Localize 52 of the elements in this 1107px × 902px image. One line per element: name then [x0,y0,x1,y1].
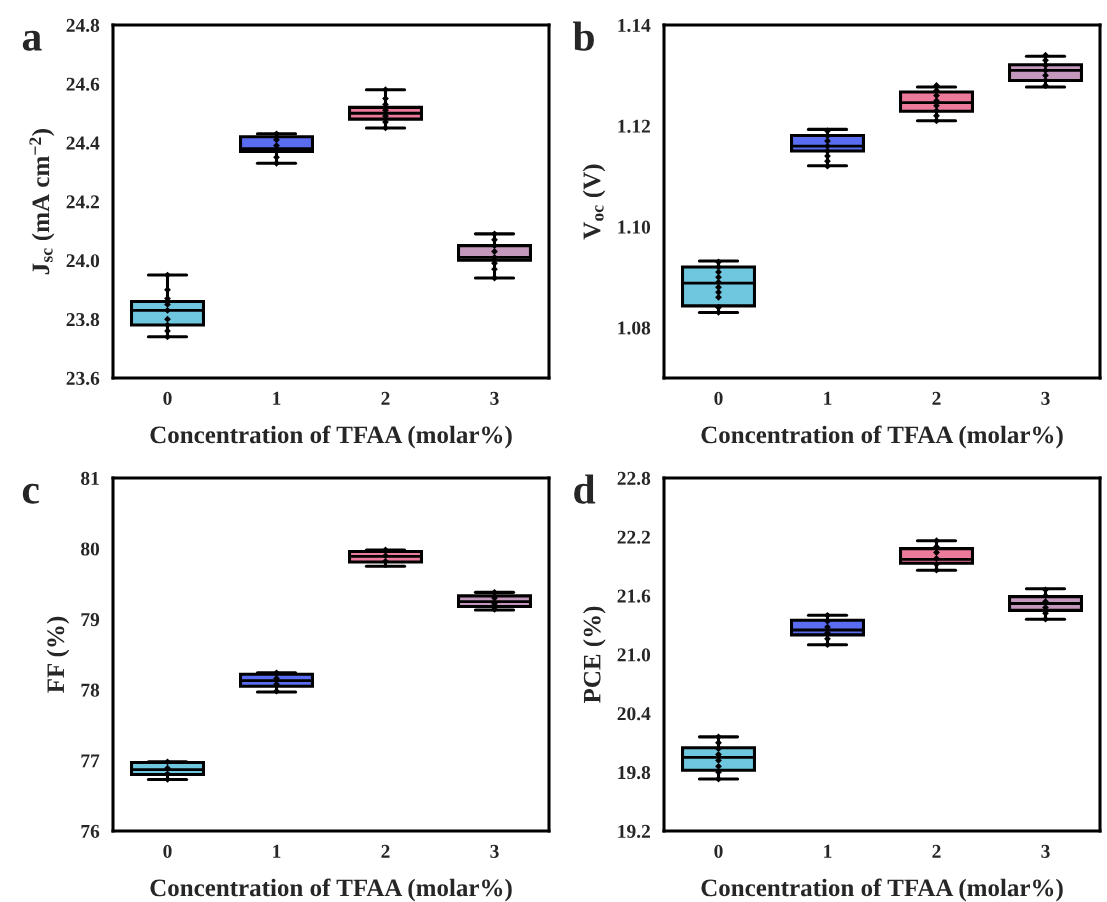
x-tick-label: 2 [381,844,390,858]
y-tick-label: 19.2 [618,824,650,839]
x-tick-label: 1 [824,844,832,858]
y-tick-label: 76 [81,824,100,838]
y-axis-title: PCE (%) [582,606,606,704]
y-tick-label: 20.4 [617,707,651,721]
x-tick-label: 1 [273,844,281,858]
y-tick-label: 24.8 [66,18,100,33]
x-tick-label: 0 [714,844,723,858]
x-axis-title: Concentration of TFAA (molar%) [150,878,512,902]
y-tick-label: 24.6 [66,77,100,91]
x-tick-label: 0 [714,391,723,405]
y-tick-label: 1.10 [618,220,651,234]
y-tick-label: 80 [81,542,100,556]
y-tick-label: 21.0 [617,648,651,662]
x-tick-label: 1 [273,391,281,405]
chart-title: d [574,474,596,504]
x-tick-label: 2 [381,391,390,405]
y-tick-label: 77 [81,754,100,768]
y-tick-label: 23.6 [66,371,100,386]
y-tick-label: 79 [81,613,100,627]
y-tick-label: 19.8 [618,765,651,780]
x-tick-label: 0 [163,391,172,405]
y-tick-label: 24.0 [66,254,100,268]
chart-title: a [22,30,42,51]
x-tick-label: 0 [163,844,172,858]
y-axis-title: J$_{sc}$ (mA cm$^{−2}$) [29,129,55,275]
x-axis-title: Concentration of TFAA (molar%) [701,878,1063,902]
x-tick-label: 2 [932,844,941,858]
x-axis-title: Concentration of TFAA (molar%) [701,425,1063,449]
y-tick-label: 22.2 [617,530,650,544]
x-tick-label: 3 [490,844,499,858]
y-tick-label: 78 [81,683,100,697]
y-tick-label: 24.4 [66,136,100,150]
chart-title: b [572,21,594,51]
x-tick-label: 1 [824,391,832,405]
y-tick-label: 23.8 [66,312,100,327]
y-axis-title: FF (%) [46,616,70,693]
y-tick-label: 1.08 [618,321,651,335]
x-tick-label: 2 [932,391,941,405]
x-tick-label: 3 [490,391,499,405]
x-axis-title: Concentration of TFAA (molar%) [150,425,512,449]
y-tick-label: 81 [81,471,99,485]
chart-title: c [22,483,39,504]
y-tick-label: 1.12 [618,119,650,133]
y-axis-title: V$_{oc}$ (V) [582,164,606,240]
y-tick-label: 1.14 [618,18,651,33]
y-tick-label: 21.6 [617,589,651,603]
x-tick-label: 3 [1041,844,1050,858]
y-tick-label: 22.8 [617,471,651,486]
x-tick-label: 3 [1041,391,1050,405]
y-tick-label: 24.2 [66,195,99,209]
